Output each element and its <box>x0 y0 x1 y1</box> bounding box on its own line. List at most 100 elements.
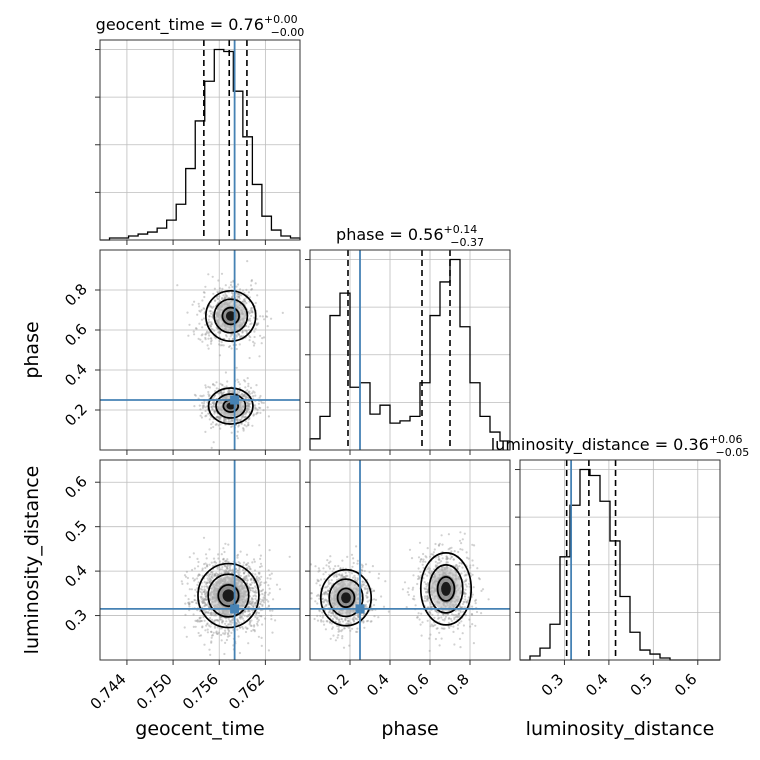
sample-point <box>259 334 262 337</box>
sample-point <box>206 585 209 588</box>
sample-point <box>199 595 202 599</box>
sample-point <box>481 588 485 591</box>
sample-point <box>253 629 256 632</box>
sample-point <box>237 635 240 638</box>
sample-point <box>199 394 202 397</box>
sample-point <box>373 589 376 593</box>
sample-point <box>247 642 250 645</box>
contour-line <box>215 393 247 419</box>
sample-point <box>478 578 481 581</box>
sample-point <box>227 617 230 620</box>
sample-point <box>242 572 245 575</box>
sample-point <box>227 388 231 391</box>
sample-point <box>338 573 341 576</box>
sample-point <box>231 337 234 341</box>
sample-point <box>209 612 212 615</box>
sample-point <box>442 627 445 630</box>
sample-point <box>318 569 321 572</box>
sample-point <box>208 563 211 566</box>
sample-point <box>362 621 365 624</box>
sample-point <box>254 282 257 285</box>
sample-point <box>465 556 469 559</box>
sample-point <box>212 400 215 403</box>
sample-point <box>229 569 232 572</box>
sample-point <box>463 574 466 577</box>
sample-point <box>344 576 347 579</box>
sample-point <box>464 592 467 595</box>
sample-point <box>438 631 441 634</box>
sample-point <box>236 296 239 299</box>
sample-point <box>218 295 221 298</box>
sample-point <box>259 411 262 414</box>
sample-point <box>225 570 228 573</box>
sample-point <box>326 592 329 596</box>
sample-point <box>338 629 341 632</box>
sample-point <box>217 297 220 301</box>
sample-point <box>213 394 216 397</box>
sample-point <box>187 603 191 606</box>
sample-point <box>219 568 222 571</box>
sample-point <box>236 434 239 438</box>
sample-point <box>252 390 255 393</box>
sample-point <box>256 617 259 620</box>
sample-point <box>236 619 239 622</box>
sample-point <box>238 562 242 565</box>
sample-point <box>447 548 450 551</box>
sample-point <box>254 407 257 410</box>
sample-point <box>218 568 221 572</box>
sample-point <box>252 606 255 609</box>
sample-point <box>430 570 433 573</box>
sample-point <box>237 425 240 428</box>
sample-point <box>356 618 359 621</box>
sample-point <box>204 603 207 606</box>
sample-point <box>360 569 363 572</box>
sample-point <box>427 566 430 569</box>
sample-point <box>368 571 371 574</box>
sample-point <box>335 574 338 578</box>
sample-point <box>208 577 211 580</box>
sample-point <box>230 569 233 572</box>
x-tick-label: 0.756 <box>179 670 222 713</box>
sample-point <box>452 614 455 617</box>
sample-point <box>235 285 238 288</box>
sample-point <box>269 609 272 612</box>
sample-point <box>207 318 210 321</box>
sample-point <box>260 581 263 584</box>
sample-point <box>442 614 445 617</box>
sample-point <box>248 411 251 414</box>
sample-point <box>198 573 201 576</box>
sample-point <box>210 575 213 578</box>
sample-point <box>246 406 250 409</box>
sample-point <box>423 587 426 590</box>
sample-point <box>204 595 207 598</box>
sample-point <box>184 594 187 597</box>
sample-point <box>316 619 320 622</box>
sample-point <box>217 424 220 427</box>
sample-point <box>343 627 346 630</box>
sample-point <box>260 600 263 603</box>
sample-point <box>187 334 190 337</box>
sample-point <box>429 611 432 614</box>
sample-point <box>271 631 274 634</box>
sample-point <box>211 306 214 309</box>
sample-point <box>363 569 366 573</box>
sample-point <box>344 617 347 620</box>
sample-point <box>428 637 431 640</box>
sample-point <box>258 606 261 609</box>
sample-point <box>228 286 231 289</box>
sample-point <box>428 567 431 571</box>
y-tick-label: 0.3 <box>61 606 91 636</box>
sample-point <box>447 625 450 628</box>
sample-point <box>224 569 227 572</box>
sample-point <box>326 589 330 592</box>
sample-point <box>352 557 355 560</box>
sample-point <box>337 625 340 628</box>
sample-point <box>325 599 328 602</box>
sample-point <box>424 588 427 591</box>
sample-point <box>407 587 410 590</box>
sample-point <box>347 620 350 623</box>
sample-point <box>353 578 356 582</box>
sample-point <box>250 602 253 605</box>
sample-point <box>423 595 427 598</box>
sample-point <box>255 602 258 605</box>
